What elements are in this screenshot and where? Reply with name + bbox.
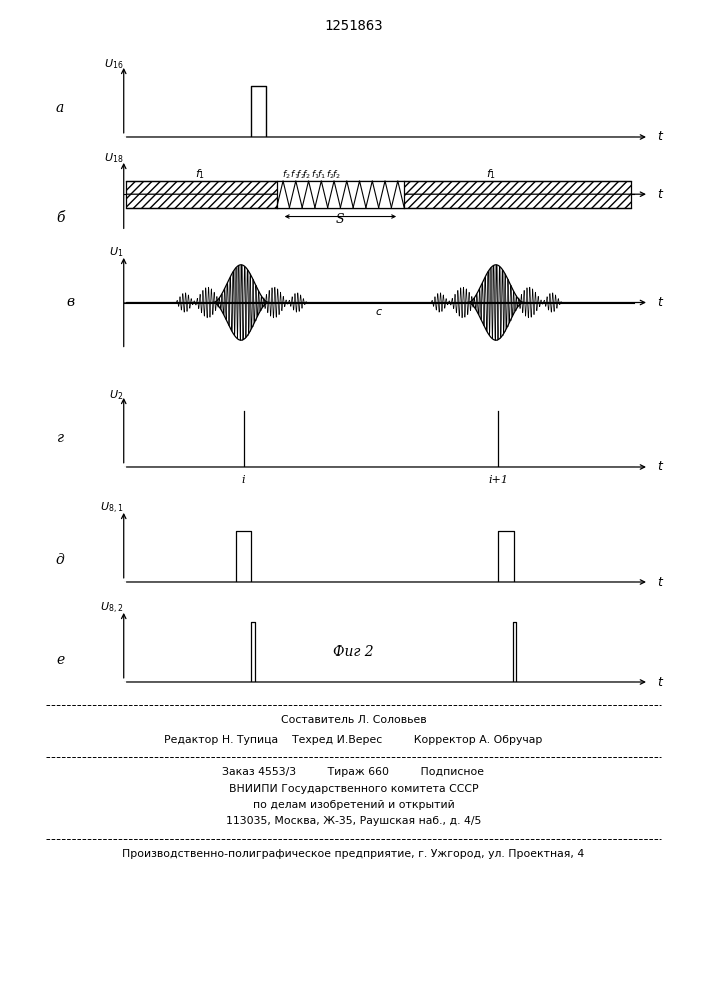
Text: a: a [56, 101, 64, 115]
Text: $U_{18}$: $U_{18}$ [104, 152, 124, 165]
Text: $U_{8,1}$: $U_{8,1}$ [100, 501, 124, 516]
Text: $t$: $t$ [657, 676, 664, 688]
Text: Производственно-полиграфическое предприятие, г. Ужгород, ул. Проектная, 4: Производственно-полиграфическое предприя… [122, 849, 585, 859]
Text: $t$: $t$ [657, 130, 664, 143]
Text: $t$: $t$ [657, 576, 664, 588]
Bar [127, 181, 631, 208]
Text: i+1: i+1 [489, 475, 508, 485]
Text: в: в [66, 296, 75, 310]
Text: $f_1$: $f_1$ [486, 167, 496, 181]
Bar [276, 181, 404, 208]
Text: Заказ 4553/3         Тираж 660         Подписное: Заказ 4553/3 Тираж 660 Подписное [223, 767, 484, 777]
Text: е: е [56, 653, 64, 667]
Text: i: i [242, 475, 245, 485]
Text: ВНИИПИ Государственного комитета СССР: ВНИИПИ Государственного комитета СССР [228, 784, 479, 794]
Text: $t$: $t$ [657, 460, 664, 474]
Text: $f_1$: $f_1$ [195, 167, 205, 181]
Text: Редактор Н. Тупица    Техред И.Верес         Корректор А. Обручар: Редактор Н. Тупица Техред И.Верес Коррек… [164, 735, 543, 745]
Text: по делам изобретений и открытий: по делам изобретений и открытий [252, 800, 455, 810]
Text: $U_2$: $U_2$ [109, 388, 124, 402]
Text: Фиг 2: Фиг 2 [333, 645, 374, 659]
Text: б: б [56, 211, 64, 225]
Text: c: c [375, 307, 382, 317]
Text: г: г [57, 431, 64, 445]
Text: S: S [336, 213, 345, 226]
Text: 113035, Москва, Ж-35, Раушская наб., д. 4/5: 113035, Москва, Ж-35, Раушская наб., д. … [226, 816, 481, 826]
Text: $U_{16}$: $U_{16}$ [104, 57, 124, 71]
Text: $t$: $t$ [657, 296, 664, 309]
Text: $U_{8,2}$: $U_{8,2}$ [100, 601, 124, 616]
Text: $t$: $t$ [657, 188, 664, 201]
Text: $f_2\,f_1\!f_2\!f_2\,f_1\!f_1\,f_2\!f_2$: $f_2\,f_1\!f_2\!f_2\,f_1\!f_1\,f_2\!f_2$ [282, 168, 341, 181]
Text: д: д [56, 553, 64, 567]
Text: $U_1$: $U_1$ [109, 245, 124, 259]
Text: Составитель Л. Соловьев: Составитель Л. Соловьев [281, 715, 426, 725]
Text: 1251863: 1251863 [325, 19, 382, 33]
